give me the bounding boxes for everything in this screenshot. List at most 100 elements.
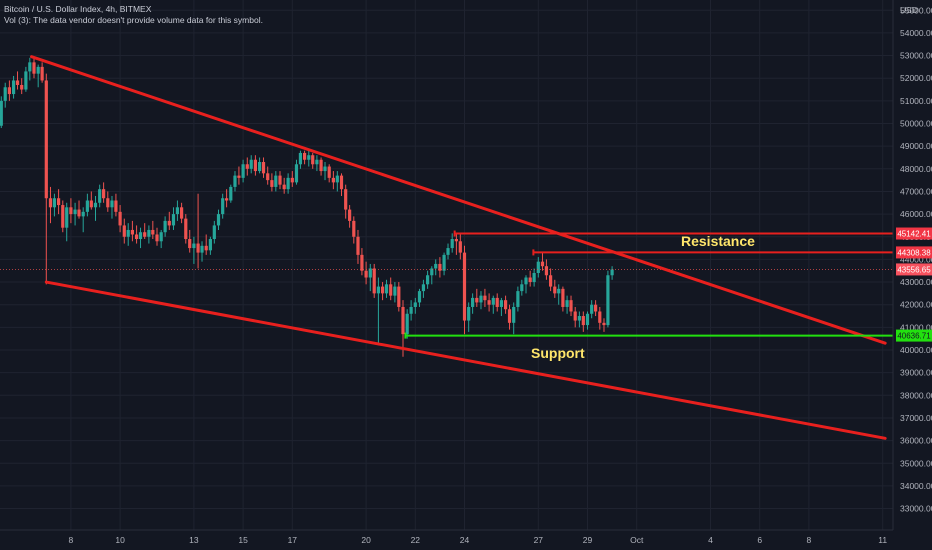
- candle-body: [516, 291, 520, 307]
- y-tick-label: 51000.00: [900, 96, 932, 106]
- candle: [134, 225, 139, 244]
- candle-body: [208, 239, 212, 251]
- candle-body: [126, 229, 130, 237]
- candle-body: [557, 288, 561, 294]
- candle: [479, 291, 483, 310]
- candle: [20, 78, 24, 95]
- candle-body: [270, 180, 274, 187]
- candle: [114, 193, 118, 217]
- candle-body: [339, 175, 344, 190]
- candle-body: [241, 164, 245, 178]
- symbol-title[interactable]: Bitcoin / U.S. Dollar Index, 4h, BITMEX: [4, 4, 152, 14]
- grid: [0, 0, 893, 530]
- candle-body: [303, 152, 307, 160]
- candle-body: [512, 306, 516, 323]
- candle: [118, 205, 122, 233]
- candle: [409, 300, 413, 321]
- candle-body: [389, 284, 393, 296]
- y-tick-label: 39000.00: [900, 368, 932, 378]
- candle-body: [89, 200, 93, 208]
- x-tick-label: 13: [189, 535, 199, 545]
- candle-body: [114, 200, 118, 212]
- candle: [221, 193, 225, 219]
- candle-body: [401, 306, 405, 335]
- x-tick-label: 8: [69, 535, 74, 545]
- candle: [73, 202, 77, 226]
- candle: [61, 200, 65, 233]
- candle: [606, 270, 610, 328]
- candle-body: [352, 220, 356, 237]
- x-tick-label: Oct: [630, 535, 644, 545]
- lower-channel-trendline: [44, 280, 887, 440]
- candle: [438, 257, 442, 278]
- drawings[interactable]: Resistance Support: [30, 55, 893, 440]
- candle-body: [438, 263, 442, 271]
- candle: [188, 229, 192, 253]
- candle: [602, 318, 606, 332]
- candle: [278, 171, 282, 190]
- candle-body: [282, 184, 286, 190]
- currency-label: USD: [900, 5, 918, 15]
- candle: [40, 62, 44, 83]
- y-tick-label: 54000.00: [900, 28, 932, 38]
- candle-body: [565, 300, 569, 307]
- candle: [192, 236, 196, 264]
- candle-body: [159, 232, 163, 242]
- candle: [200, 241, 204, 262]
- y-tick-label: 43000.00: [900, 277, 932, 287]
- candle-body: [143, 232, 147, 237]
- candle-body: [0, 100, 3, 126]
- candle: [270, 173, 274, 192]
- candle: [130, 220, 134, 242]
- candle-body: [454, 239, 458, 242]
- candle: [499, 297, 503, 317]
- candle-body: [40, 66, 44, 81]
- candle: [32, 56, 36, 79]
- candle-body: [163, 220, 167, 233]
- candle: [3, 82, 7, 108]
- candle: [290, 171, 294, 187]
- candle-body: [175, 207, 180, 215]
- candle: [483, 288, 487, 307]
- candle: [389, 277, 393, 301]
- candle-body: [200, 245, 204, 253]
- candle-body: [98, 189, 102, 203]
- candle: [65, 202, 69, 242]
- candle-body: [106, 198, 110, 208]
- candle-body: [188, 239, 192, 249]
- candle: [93, 195, 98, 221]
- candle: [282, 177, 286, 194]
- candle-body: [274, 175, 278, 187]
- candle-body: [413, 302, 417, 307]
- candle: [77, 200, 81, 219]
- candle: [52, 193, 57, 217]
- candle-body: [467, 306, 471, 321]
- candle: [24, 66, 28, 92]
- x-tick-label: 29: [583, 535, 593, 545]
- candle: [557, 284, 561, 305]
- candle: [0, 96, 3, 129]
- candle-body: [384, 284, 389, 294]
- candle-body: [450, 239, 454, 249]
- candle: [171, 207, 176, 230]
- candle-body: [253, 159, 257, 172]
- candle-body: [344, 189, 348, 210]
- candle-body: [327, 166, 331, 178]
- candle: [397, 282, 401, 312]
- candle-body: [307, 155, 311, 160]
- candle: [384, 279, 389, 298]
- candle: [553, 279, 557, 298]
- x-tick-label: 15: [238, 535, 248, 545]
- candle-body: [462, 252, 467, 321]
- candle-body: [65, 207, 69, 228]
- candle: [155, 227, 159, 246]
- price-tag-bg: [896, 263, 932, 276]
- candle-body: [233, 175, 237, 187]
- candle: [151, 220, 155, 240]
- candle: [225, 189, 229, 208]
- candle: [495, 293, 499, 312]
- candle-body: [405, 313, 409, 335]
- candle: [85, 193, 89, 217]
